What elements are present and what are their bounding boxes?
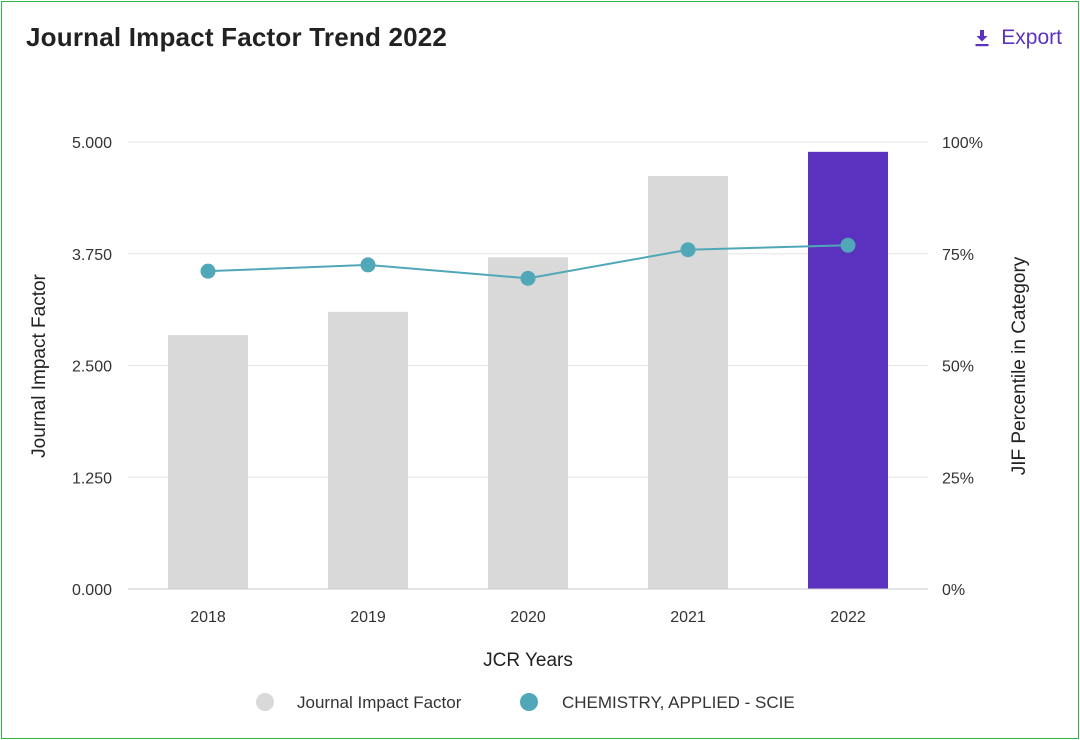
y2-tick-label: 50% <box>942 359 974 376</box>
chart-title: Journal Impact Factor Trend 2022 <box>26 22 448 52</box>
y-tick-label: 1.250 <box>72 470 112 487</box>
bar-2019 <box>328 311 408 589</box>
bar-2020 <box>488 257 568 589</box>
y2-tick-label: 25% <box>942 470 974 487</box>
export-button[interactable]: Export <box>973 26 1062 50</box>
percentile-point-2020 <box>520 270 536 286</box>
download-icon <box>973 29 991 47</box>
y2-tick-label: 100% <box>942 135 983 152</box>
x-tick-label: 2019 <box>350 609 386 626</box>
export-label: Export <box>1001 26 1062 49</box>
y-axis-title: Journal Impact Factor <box>29 273 50 457</box>
y-tick-label: 3.750 <box>72 247 112 264</box>
legend-label-category: CHEMISTRY, APPLIED - SCIE <box>562 693 795 712</box>
x-axis-title: JCR Years <box>483 650 573 671</box>
bar-2018 <box>168 335 248 589</box>
percentile-point-2021 <box>680 242 696 258</box>
y-tick-label: 0.000 <box>72 582 112 599</box>
y2-tick-label: 75% <box>942 247 974 264</box>
y-tick-label: 5.000 <box>72 135 112 152</box>
percentile-point-2022 <box>840 237 856 253</box>
x-tick-label: 2022 <box>830 609 866 626</box>
legend-marker-impact-factor <box>256 693 274 711</box>
legend-marker-category <box>520 693 538 711</box>
bar-2022 <box>808 151 888 590</box>
percentile-point-2018 <box>200 263 216 279</box>
x-tick-label: 2021 <box>670 609 706 626</box>
x-tick-label: 2020 <box>510 609 546 626</box>
x-tick-label: 2018 <box>190 609 226 626</box>
legend-label-impact-factor: Journal Impact Factor <box>297 693 462 712</box>
y2-axis-title: JIF Percentile in Category <box>1009 256 1030 475</box>
bar-2021 <box>648 175 728 590</box>
y2-tick-label: 0% <box>942 582 965 599</box>
percentile-point-2019 <box>360 257 376 273</box>
y-tick-label: 2.500 <box>72 359 112 376</box>
